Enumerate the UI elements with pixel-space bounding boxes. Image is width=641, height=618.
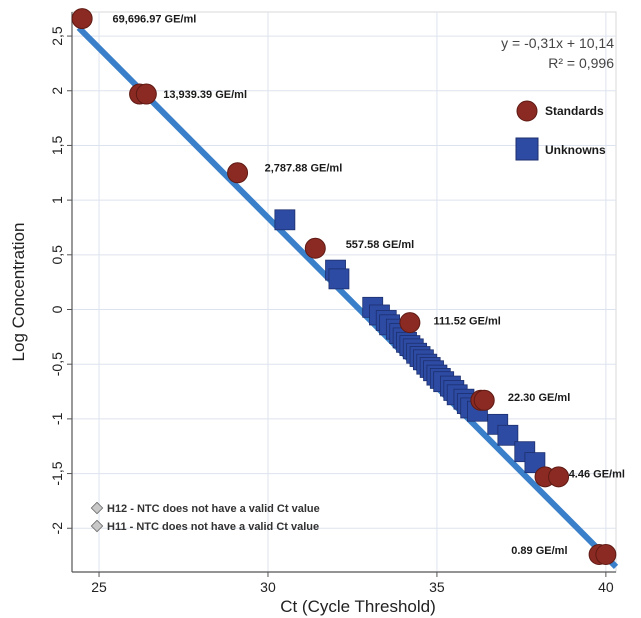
standard-point — [399, 312, 421, 334]
standards-series — [71, 8, 617, 565]
y-tick-label: 1 — [49, 196, 65, 204]
y-tick-labels: 2,5 2 1,5 1 0,5 0 -0,5 -1 -1,5 -2 — [49, 26, 65, 534]
y-tick-label: 0,5 — [49, 245, 65, 265]
standard-point — [473, 389, 495, 411]
standard-concentration-label: 557.58 GE/ml — [346, 239, 415, 251]
standard-concentration-label: 4.46 GE/ml — [569, 469, 625, 481]
y-axis-title: Log Concentration — [9, 223, 28, 362]
legend-unknowns-marker — [515, 137, 539, 161]
standard-concentration-label: 13,939.39 GE/ml — [163, 89, 247, 101]
standard-concentration-label: 22.30 GE/ml — [508, 392, 570, 404]
y-tick-label: -1,5 — [49, 461, 65, 485]
unknown-point — [274, 209, 296, 231]
x-axis-title: Ct (Cycle Threshold) — [280, 597, 436, 616]
fit-equation: y = -0,31x + 10,14 — [501, 35, 614, 51]
y-tick-label: 1,5 — [49, 135, 65, 155]
legend: Standards Unknowns — [515, 100, 606, 161]
standard-point — [135, 83, 157, 105]
standard-labels: 69,696.97 GE/ml 13,939.39 GE/ml 2,787.88 G… — [113, 14, 625, 558]
unknown-point — [328, 268, 350, 290]
y-tick-label: -1 — [49, 412, 65, 425]
note-h12: H12 - NTC does not have a valid Ct value — [107, 503, 320, 515]
note-h11: H11 - NTC does not have a valid Ct value — [107, 521, 319, 533]
legend-unknowns-label: Unknowns — [545, 143, 606, 157]
ntc-notes: H12 - NTC does not have a valid Ct value… — [90, 501, 320, 533]
x-tick-labels: 25 30 35 40 — [91, 579, 614, 595]
standard-concentration-label: 111.52 GE/ml — [434, 315, 501, 327]
legend-standards-label: Standards — [545, 104, 604, 118]
unknown-point — [524, 452, 546, 474]
unknown-point — [497, 424, 519, 446]
standard-point — [595, 544, 617, 565]
regression-line — [76, 25, 619, 569]
r-squared: R² = 0,996 — [548, 55, 614, 71]
standard-point — [71, 8, 93, 30]
note-diamond-icon — [90, 519, 104, 533]
x-tick-label: 35 — [429, 579, 445, 595]
x-tick-label: 40 — [598, 579, 614, 595]
x-tick-label: 30 — [260, 579, 276, 595]
y-tick-label: 2 — [49, 87, 65, 95]
note-diamond-icon — [90, 501, 104, 515]
standard-concentration-label: 2,787.88 GE/ml — [265, 162, 343, 174]
standard-point — [548, 466, 570, 488]
x-tick-label: 25 — [91, 579, 107, 595]
y-tick-label: -0,5 — [49, 352, 65, 376]
y-tick-label: 0 — [49, 305, 65, 313]
y-tick-label: -2 — [49, 522, 65, 535]
standard-concentration-label: 0.89 GE/ml — [511, 545, 567, 557]
standard-concentration-label: 69,696.97 GE/ml — [113, 14, 197, 26]
standard-point — [304, 237, 326, 259]
standard-point — [227, 162, 249, 184]
legend-standards-marker — [516, 100, 538, 122]
axes — [67, 12, 616, 577]
y-tick-label: 2,5 — [49, 26, 65, 46]
